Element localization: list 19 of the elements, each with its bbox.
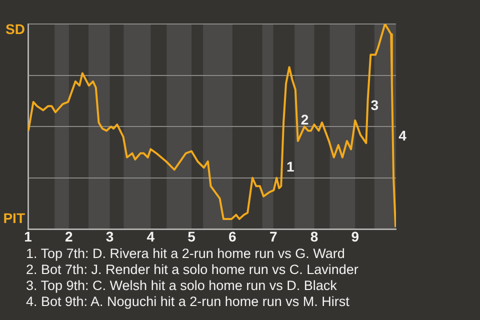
x-tick-label: 6	[228, 228, 237, 244]
text: PIT	[3, 210, 26, 226]
annotation: 3	[370, 96, 379, 113]
text: 3. Top 9th: C. Welsh hit a solo home run vs D. Black	[26, 278, 338, 294]
x-tick-label: 8	[310, 228, 318, 244]
x-tick-label: 5	[188, 228, 196, 244]
x-tick-label: 3	[106, 228, 114, 244]
x-tick-label: 4	[146, 228, 155, 244]
annotation: 1	[286, 158, 295, 174]
x-tick-label: 2	[64, 228, 73, 244]
text: 4. Bot 9th: A. Noguchi hit a 2-run home run vs M. Hirst	[26, 294, 350, 310]
text: SD	[6, 20, 25, 37]
annotation: 4	[398, 128, 407, 144]
x-tick-label: 1	[24, 228, 32, 244]
text: 1. Top 7th: D. Rivera hit a 2-run home run vs G. Ward	[26, 246, 346, 262]
annotation: 2	[300, 111, 309, 128]
x-tick-label: 7	[269, 228, 278, 244]
x-tick-label: 9	[351, 228, 360, 244]
text: 2. Bot 7th: J. Render hit a solo home run vs C. Lavinder	[26, 262, 358, 278]
